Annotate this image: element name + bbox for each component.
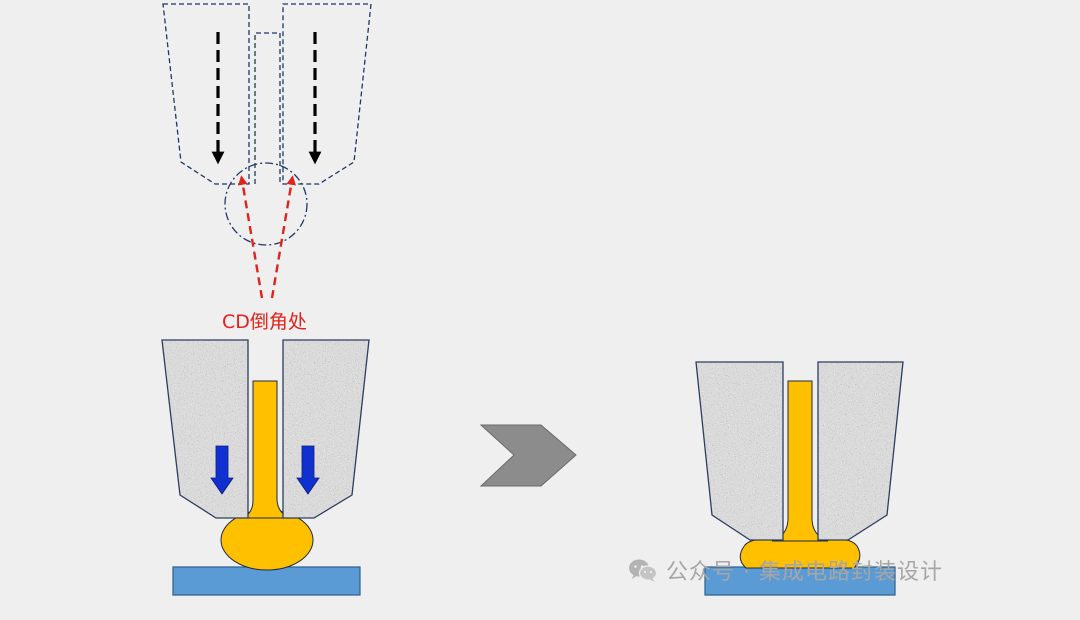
bond-before xyxy=(161,339,370,596)
wechat-icon xyxy=(629,559,658,582)
blue-arrow-left xyxy=(210,445,234,495)
gold-wire-after xyxy=(771,380,829,542)
watermark-text: 公众号 · 集成电路封装设计 xyxy=(666,560,943,585)
capillary-outline-left xyxy=(162,3,250,185)
chamfer-label: CD倒角处 xyxy=(222,311,307,333)
free-air-ball xyxy=(220,509,314,571)
capillary-right xyxy=(282,339,370,519)
watermark: 公众号 · 集成电路封装设计 xyxy=(628,554,943,586)
force-arrows-blue xyxy=(210,445,320,495)
blue-arrow-right xyxy=(296,445,320,495)
pointer-arrow-left xyxy=(238,175,264,299)
force-arrows-black xyxy=(211,32,322,165)
capillary-left-after xyxy=(695,361,784,541)
process-arrow xyxy=(479,424,577,487)
chamfer-circle xyxy=(224,162,308,246)
chamfer-pointers xyxy=(238,175,296,299)
capillary-outline-right xyxy=(282,3,372,185)
pointer-arrow-right xyxy=(270,175,296,299)
substrate-pad-after xyxy=(704,566,896,596)
substrate-pad xyxy=(172,566,361,596)
capillary-hole-outline xyxy=(254,32,281,184)
capillary-left xyxy=(161,339,249,519)
capillary-right-after xyxy=(817,361,904,541)
capillary-outline xyxy=(162,3,372,246)
